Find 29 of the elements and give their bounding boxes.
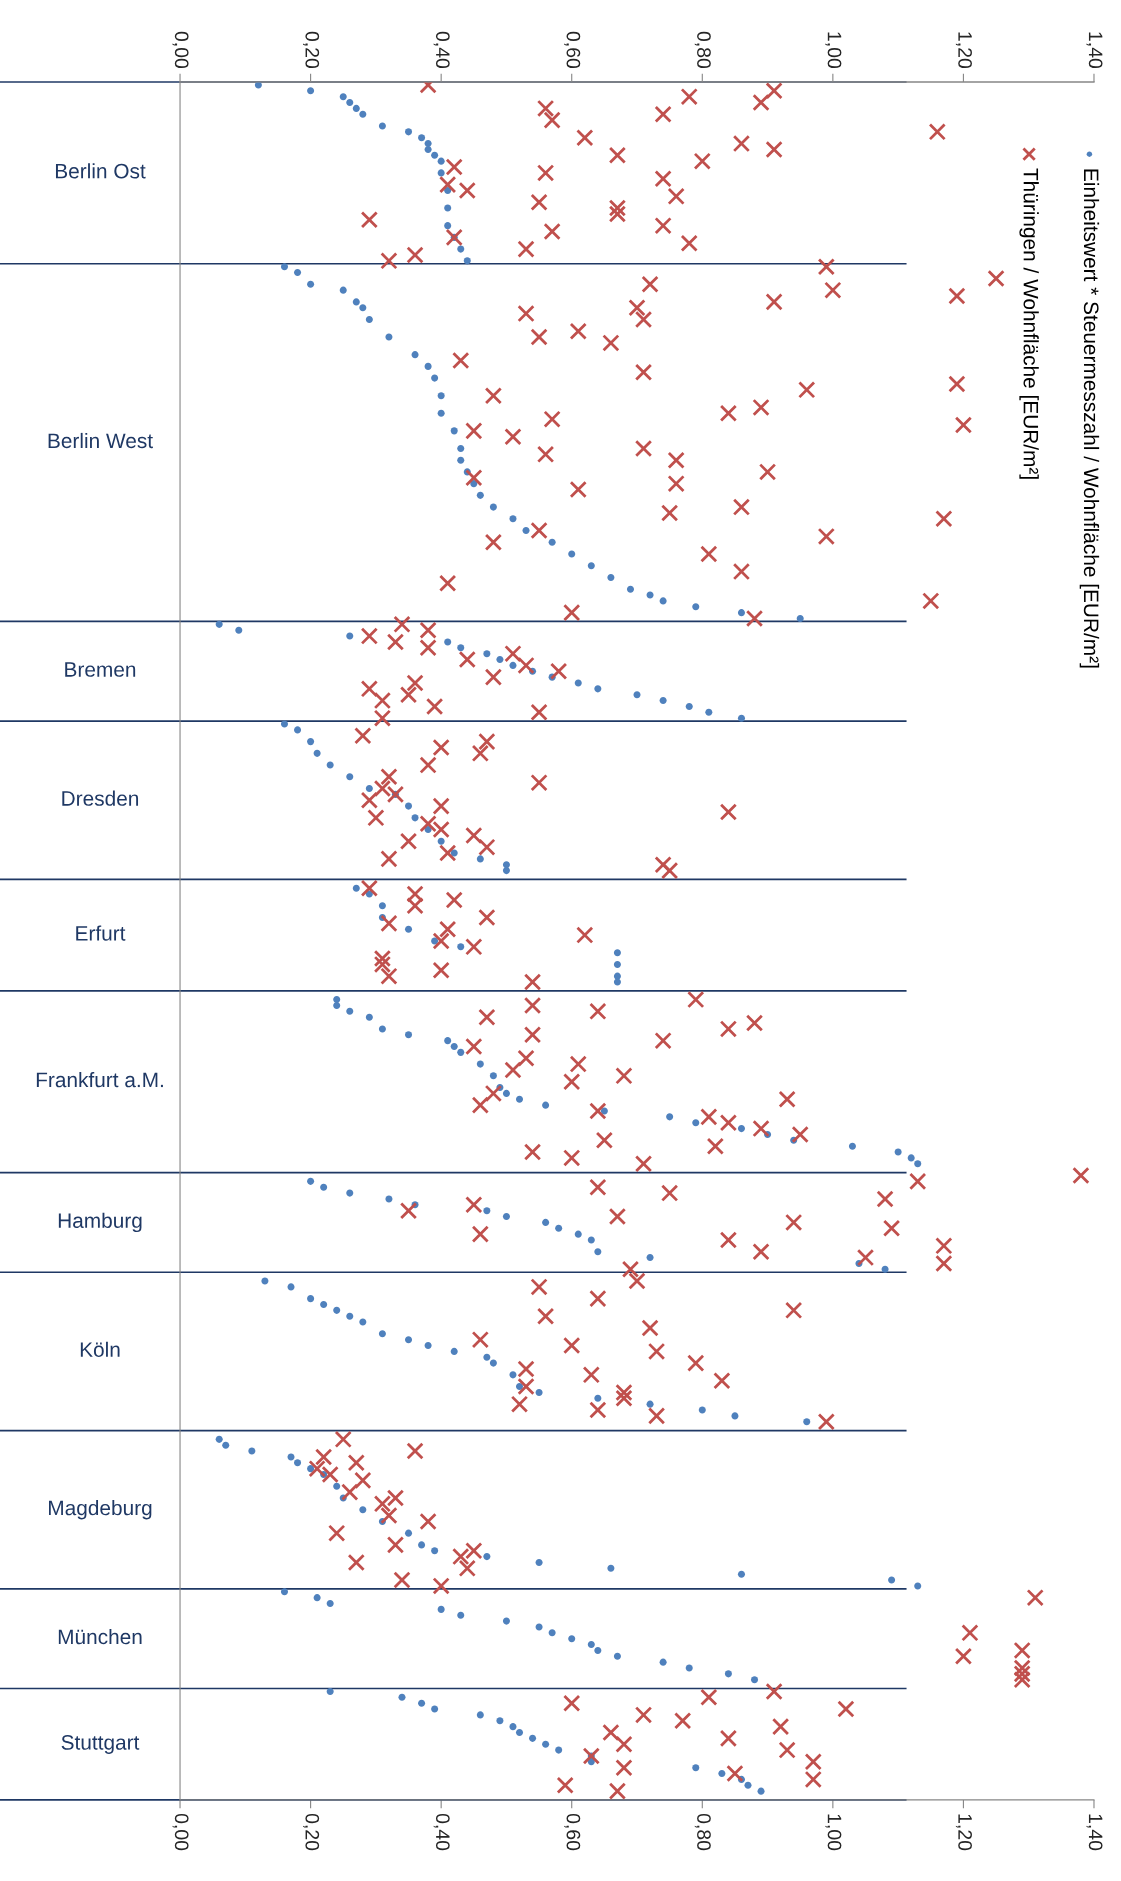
x2-tick-label: 1,40 [1086,1814,1103,1851]
y-tick-label: Magdeburg [49,1499,152,1520]
x2-tick-label: 1,20 [955,1814,972,1851]
x-tick-label: 0,00 [172,31,189,69]
x2-tick-label: 0,60 [564,1813,581,1851]
x2-tick-label: 0,20 [303,1813,320,1851]
legend-label: Einheitswert * Steuermesszahl / Wohnfläche [EUR/m²] [1079,169,1100,668]
y-tick-label: Berlin Ost [55,163,146,179]
x-tick-label: 1,20 [955,32,972,69]
y-tick-label: Hamburg [58,1212,142,1233]
x-tick-label: 1,40 [1086,32,1103,69]
y-tick-label: Frankfurt a.M. [36,1071,163,1088]
x2-tick-label: 0,40 [433,1813,450,1851]
legend-label: Thüringen / Wohnfläche [EUR/m²] [1019,168,1039,479]
x-tick-label: 0,20 [303,31,320,69]
x-tick-label: 1,00 [825,32,842,69]
x-tick-label: 0,40 [433,31,450,69]
y-tick-label: München [58,1628,142,1645]
y-tick-label: Erfurt [76,925,126,941]
y-tick-label: Bremen [65,662,136,677]
y-tick-label: Berlin West [48,432,153,449]
x2-tick-label: 0,00 [172,1813,189,1851]
x-tick-label: 0,60 [564,31,581,69]
y-tick-label: Stuttgart [61,1735,140,1754]
x-tick-label: 0,80 [694,31,711,69]
y-tick-label: Dresden [62,790,139,806]
x2-tick-label: 0,80 [694,1813,711,1851]
x2-tick-label: 1,00 [825,1814,842,1851]
y-tick-label: Köln [80,1341,120,1357]
